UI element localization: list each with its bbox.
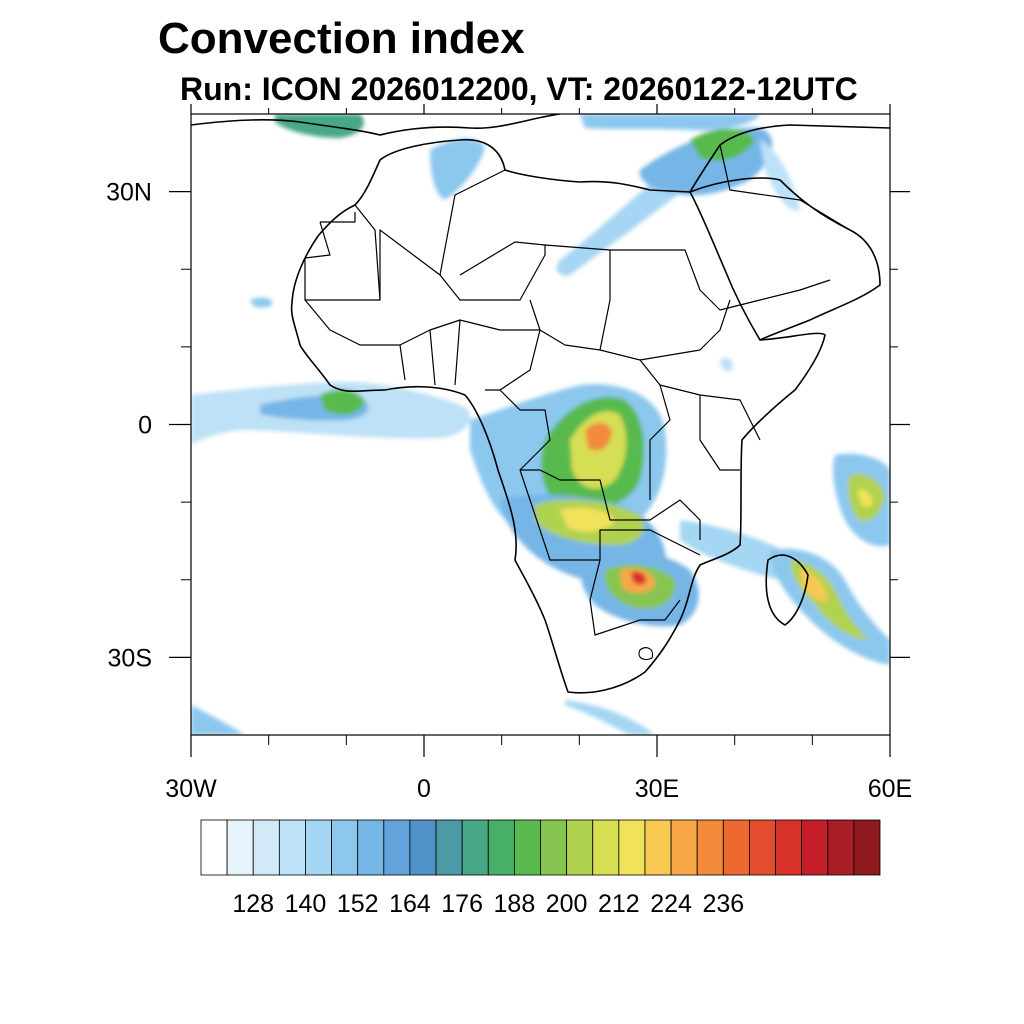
shading-sw-corner [191, 705, 245, 735]
colorbar-bin [409, 819, 437, 876]
shading-congo-core [585, 422, 612, 451]
x-tick-label: 0 [417, 775, 431, 803]
colorbar-bin [592, 819, 620, 876]
colorbar-bin [749, 819, 776, 876]
border-maghreb [354, 169, 506, 301]
figure-title: Convection index [158, 14, 525, 63]
colorbar-bin [644, 819, 672, 876]
shading-itcz-green [320, 389, 365, 415]
colorbar-tick-label: 212 [598, 890, 640, 918]
coastlines [191, 114, 890, 694]
colorbar-bin [566, 819, 594, 876]
colorbar-bin [801, 819, 829, 876]
axis-labels: 30W 0 30E 60E 30N 0 30S [106, 179, 912, 803]
colorbar-bin [278, 819, 306, 876]
shading-south-streak [565, 700, 655, 735]
colorbar-bin [461, 819, 489, 876]
arabia-coastline [689, 177, 881, 341]
shading-sahara-north [430, 138, 485, 200]
border-middle-east [719, 144, 851, 301]
colorbar-bin [853, 819, 881, 876]
colorbar-bin [827, 819, 855, 876]
shading-atlantic-cell [250, 297, 273, 308]
africa-coastline [290, 138, 826, 694]
shading-med-west [275, 114, 364, 138]
colorbar-bin [775, 819, 803, 876]
europe-coastline [191, 114, 561, 136]
colorbar-bin [200, 819, 228, 876]
x-tick-label: 60E [868, 775, 912, 803]
colorbar-labels: 128 140 152 164 176 188 200 212 224 236 [232, 890, 744, 918]
figure-subtitle: Run: ICON 2026012200, VT: 20260122-12UTC [180, 71, 858, 107]
colorbar-tick-label: 164 [389, 890, 431, 918]
colorbar-tick-label: 224 [650, 890, 692, 918]
colorbar-bin [540, 819, 568, 876]
colorbar-tick-label: 236 [702, 890, 744, 918]
border-gulf-of-guinea [399, 319, 461, 386]
country-borders [304, 144, 851, 661]
shading-south-core [631, 571, 646, 585]
madagascar-coastline [765, 554, 809, 626]
colorbar-bin [487, 819, 515, 876]
colorbar-bin [670, 819, 698, 876]
colorbar-bin [252, 819, 280, 876]
colorbar-bin [226, 819, 254, 876]
colorbar-bin [331, 819, 359, 876]
y-tick-label: 30S [108, 644, 152, 672]
colorbar-bin [383, 819, 411, 876]
axis-ticks [169, 104, 910, 757]
colorbar-bin [435, 819, 463, 876]
convection-field [191, 114, 890, 735]
colorbar-bin [722, 819, 750, 876]
border-congo [499, 389, 701, 540]
shading-horn-cell [720, 358, 733, 372]
y-tick-label: 30N [106, 179, 152, 207]
colorbar-tick-label: 200 [546, 890, 588, 918]
border-sahel-west [304, 212, 611, 351]
x-tick-label: 30E [635, 775, 679, 803]
colorbar-tick-label: 140 [285, 890, 327, 918]
colorbar-bin [618, 819, 646, 876]
shading-med-east [580, 114, 760, 131]
colorbar-tick-label: 176 [441, 890, 483, 918]
colorbar-bin [513, 819, 541, 876]
colorbar [200, 819, 881, 876]
y-tick-label: 0 [138, 412, 152, 440]
lesotho-border [638, 647, 654, 661]
colorbar-bin [357, 819, 385, 876]
shading-arabia-north [760, 140, 800, 211]
colorbar-bin [305, 819, 332, 876]
colorbar-tick-label: 152 [337, 890, 379, 918]
border-southern-africa [519, 469, 701, 636]
colorbar-tick-label: 128 [232, 890, 274, 918]
shading-levant-core [690, 128, 755, 161]
colorbar-bin [696, 819, 724, 876]
levant-coastline [689, 124, 890, 193]
border-sahel-east [459, 241, 761, 311]
shading-angola-core [560, 507, 615, 532]
colorbar-tick-label: 188 [494, 890, 536, 918]
shading-indian-ocean-core [858, 489, 873, 507]
x-tick-label: 30W [165, 775, 217, 803]
border-great-lakes [649, 384, 740, 500]
